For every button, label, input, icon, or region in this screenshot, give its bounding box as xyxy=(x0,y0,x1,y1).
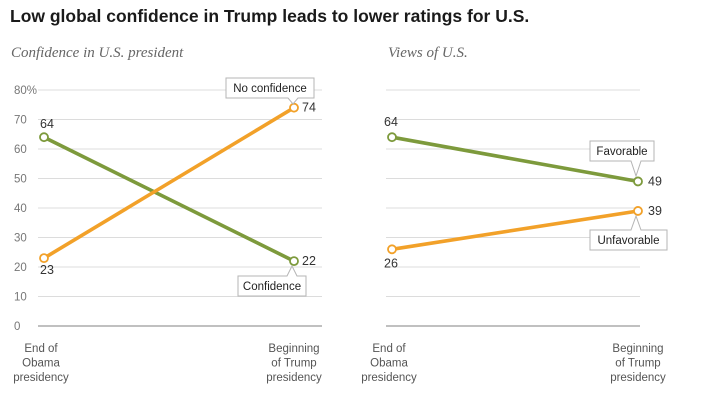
callout-confidence: Confidence xyxy=(237,264,307,297)
callout-box xyxy=(225,77,315,105)
data-label-no-confidence: 74 xyxy=(302,101,316,115)
x-category-label: End of Obama presidency xyxy=(361,343,417,384)
y-tick-label: 10 xyxy=(14,292,27,304)
data-label-no-confidence: 23 xyxy=(40,263,54,277)
callout-label: Confidence xyxy=(243,281,301,293)
y-tick-label: 30 xyxy=(14,233,27,245)
x-category-label: Beginning of Trump presidency xyxy=(610,343,666,384)
callout-box xyxy=(589,214,668,251)
data-point-confidence xyxy=(289,256,299,267)
series-line-confidence xyxy=(42,135,296,263)
data-point-unfavorable xyxy=(633,206,643,216)
series-line-no-confidence xyxy=(42,105,296,260)
data-label-favorable: 64 xyxy=(384,115,398,129)
y-tick-label: 80% xyxy=(14,85,37,97)
data-label-unfavorable: 26 xyxy=(384,256,398,270)
callout-favorable: Favorable xyxy=(589,140,655,178)
chart-title: Low global confidence in Trump leads to … xyxy=(10,6,530,26)
data-label-favorable: 49 xyxy=(648,174,662,188)
left-panel-title: Confidence in U.S. president xyxy=(11,45,184,61)
x-category-label: End of Obama presidency xyxy=(13,343,69,384)
callout-box xyxy=(237,264,307,297)
right-panel-title: Views of U.S. xyxy=(388,45,468,61)
y-tick-label: 70 xyxy=(14,115,27,127)
callout-label: Unfavorable xyxy=(597,235,659,247)
x-category-label: Beginning of Trump presidency xyxy=(266,343,322,384)
data-label-confidence: 22 xyxy=(302,254,316,268)
data-point-favorable xyxy=(387,132,397,143)
data-point-confidence xyxy=(39,132,49,143)
data-point-favorable xyxy=(633,176,643,187)
callout-label: No confidence xyxy=(233,83,307,95)
callout-box xyxy=(589,140,655,178)
data-label-unfavorable: 39 xyxy=(648,204,662,218)
callout-unfavorable: Unfavorable xyxy=(589,214,668,251)
data-label-confidence: 64 xyxy=(40,117,54,131)
series-line-unfavorable xyxy=(390,209,640,252)
data-point-no-confidence xyxy=(289,102,299,113)
series-line-favorable xyxy=(390,135,640,184)
data-point-no-confidence xyxy=(39,253,49,264)
y-tick-label: 0 xyxy=(14,321,20,333)
callout-no-confidence: No confidence xyxy=(225,77,315,105)
y-tick-label: 40 xyxy=(14,203,27,215)
y-tick-label: 20 xyxy=(14,262,27,274)
callout-label: Favorable xyxy=(596,146,647,158)
data-point-unfavorable xyxy=(387,244,397,255)
right-panel: End of Obama presidency Beginning of Trump pr… xyxy=(361,89,668,384)
left-panel: End of Obama presidency Beginning of Trump pr… xyxy=(13,77,322,384)
y-tick-label: 50 xyxy=(14,174,27,186)
y-tick-label: 60 xyxy=(14,144,27,156)
